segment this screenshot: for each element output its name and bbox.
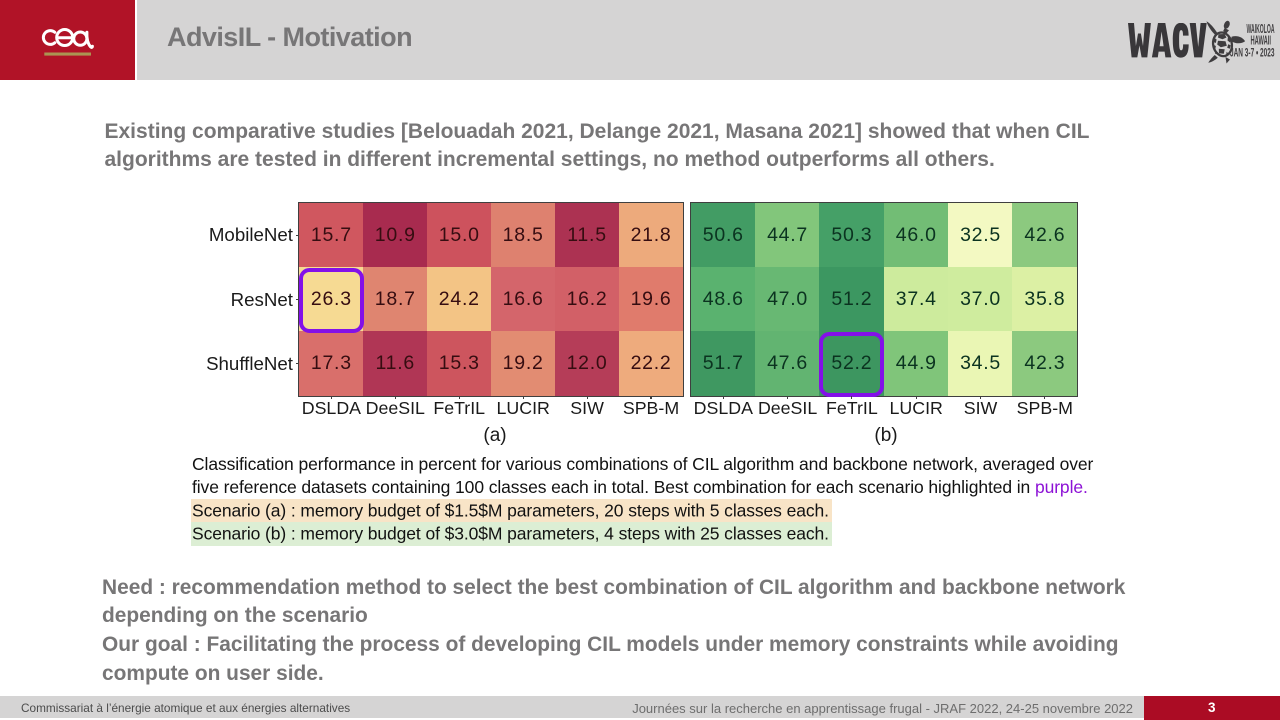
svg-text:JAN 3-7 • 2023: JAN 3-7 • 2023 [1230, 46, 1275, 60]
svg-text:WAIKOLOA: WAIKOLOA [1247, 21, 1275, 36]
svg-text:HAWAII: HAWAII [1251, 32, 1272, 47]
